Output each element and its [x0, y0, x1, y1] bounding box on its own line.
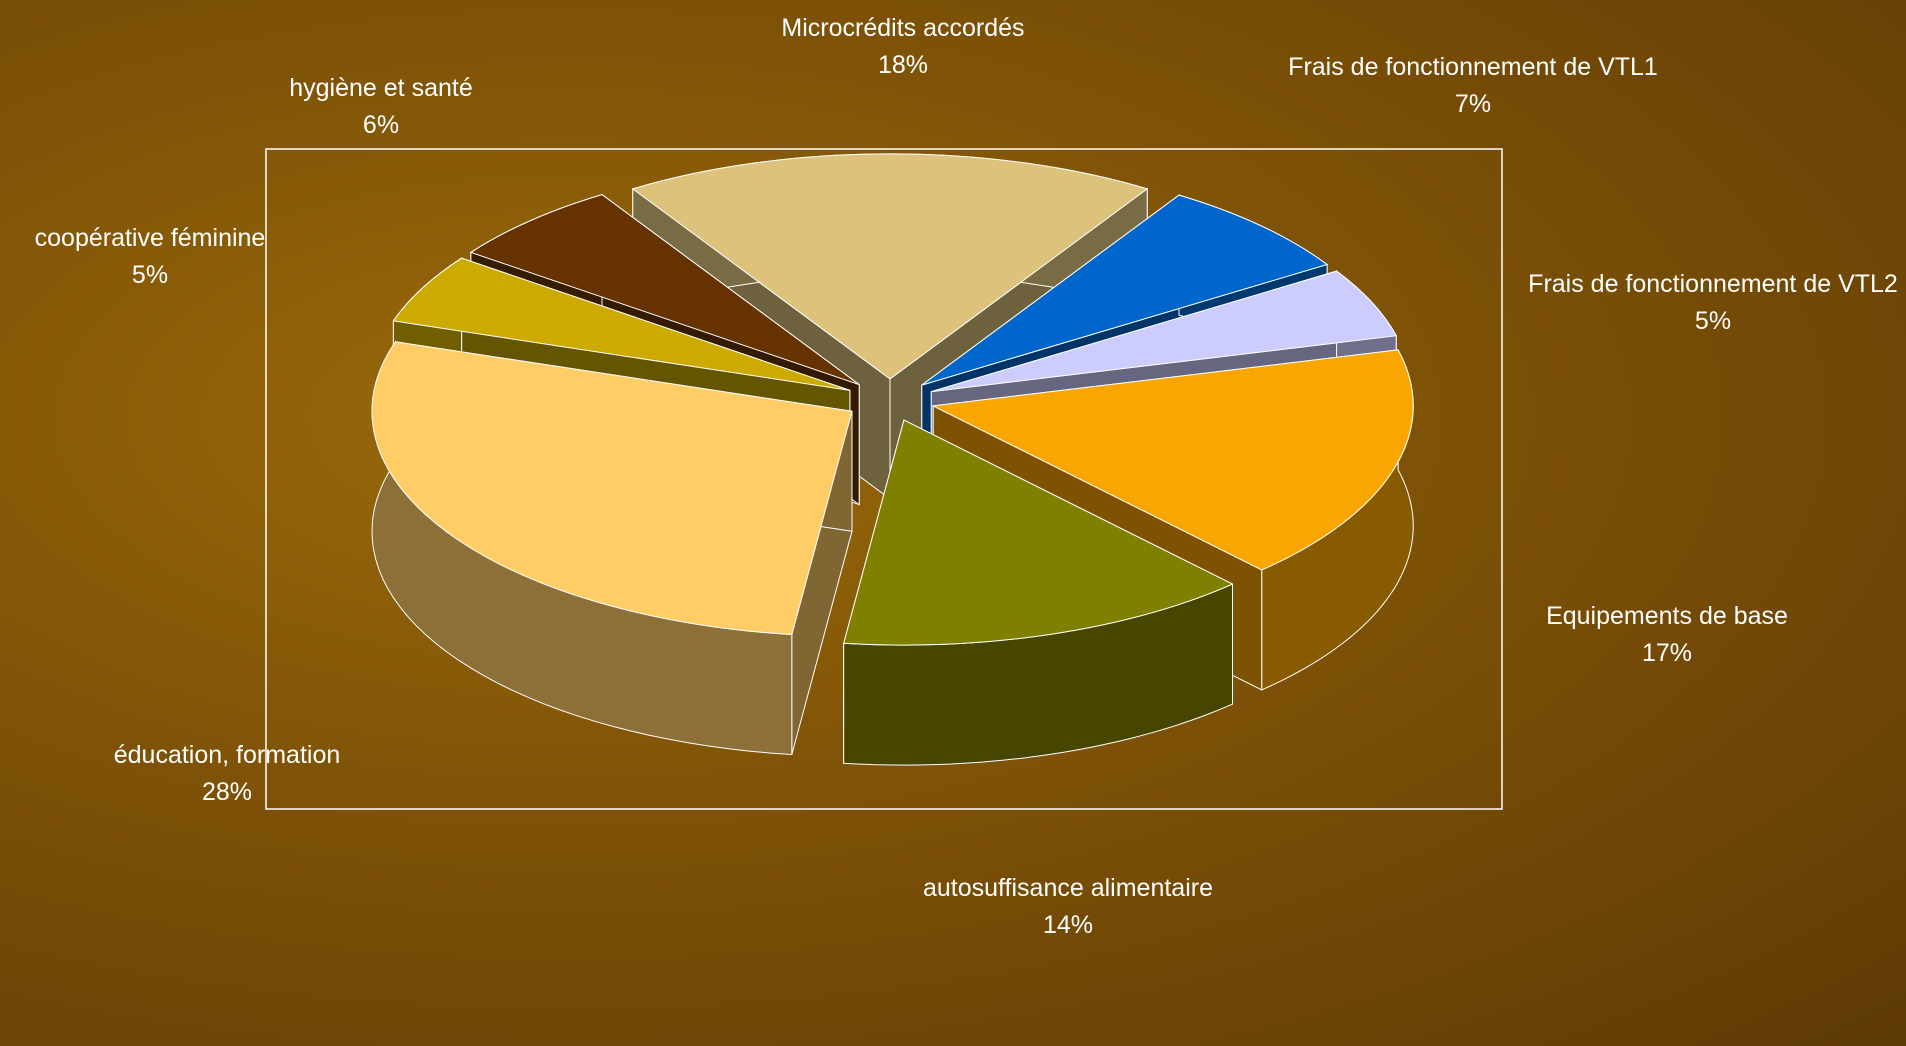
value-label: 17%: [1482, 635, 1852, 672]
category-name: Microcrédits accordés: [718, 10, 1088, 47]
value-label: 14%: [883, 907, 1253, 944]
slide: Microcrédits accordés18% Frais de fonctio…: [0, 0, 1906, 1046]
category-name: autosuffisance alimentaire: [883, 870, 1253, 907]
value-label: 6%: [196, 107, 566, 144]
category-name: Frais de fonctionnement de VTL1: [1288, 49, 1658, 86]
category-name: coopérative féminine: [0, 220, 335, 257]
value-label: 28%: [42, 774, 412, 811]
value-label: 18%: [718, 47, 1088, 84]
value-label: 5%: [0, 257, 335, 294]
category-name: Frais de fonctionnement de VTL2: [1528, 266, 1898, 303]
category-name: hygiène et santé: [196, 70, 566, 107]
value-label: 5%: [1528, 303, 1898, 340]
category-name: éducation, formation: [42, 737, 412, 774]
category-name: Equipements de base: [1482, 598, 1852, 635]
value-label: 7%: [1288, 86, 1658, 123]
